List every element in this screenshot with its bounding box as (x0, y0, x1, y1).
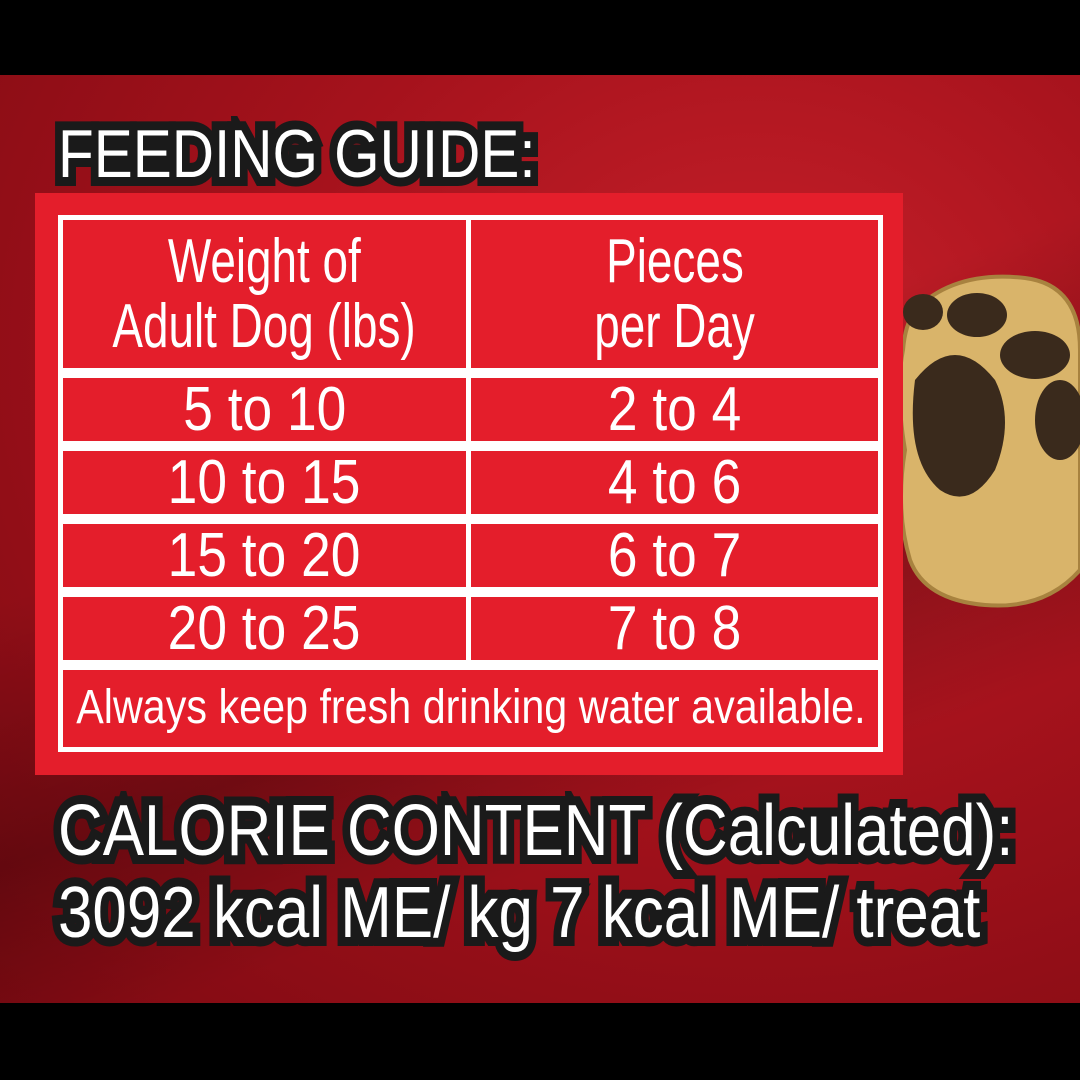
header-weight-line2: Adult Dog (lbs) (112, 292, 417, 361)
cell-text: 15 to 20 (168, 520, 361, 590)
feeding-guide-title: FEEDING GUIDE: (50, 107, 543, 201)
table-row-3-weight: 15 to 20 (58, 519, 471, 592)
cell-text: 4 to 6 (607, 447, 742, 517)
table-row-3-pieces: 6 to 7 (466, 519, 883, 592)
header-pieces-line2: per Day (594, 292, 755, 361)
cell-text: 5 to 10 (182, 374, 347, 444)
table-row-1-weight: 5 to 10 (58, 373, 471, 446)
calorie-content-values: 3092 kcal ME/ kg 7 kcal ME/ treat (50, 864, 988, 962)
header-pieces: Pieces per Day (466, 215, 883, 373)
paw-print-treat-image (897, 274, 1080, 608)
cell-text: 2 to 4 (607, 374, 742, 444)
feeding-table: Weight of Adult Dog (lbs) Pieces per Day 5… (58, 215, 883, 752)
footer-text: Always keep fresh drinking water availab… (75, 681, 866, 735)
table-footer-note: Always keep fresh drinking water availab… (58, 665, 883, 752)
cell-text: 20 to 25 (168, 593, 361, 663)
cell-text: 6 to 7 (607, 520, 742, 590)
table-row-2-pieces: 4 to 6 (466, 446, 883, 519)
header-weight-line1: Weight of (168, 226, 361, 296)
table-row-4-weight: 20 to 25 (58, 592, 471, 665)
table-row-1-pieces: 2 to 4 (466, 373, 883, 446)
cell-text: 7 to 8 (607, 593, 742, 663)
table-row-2-weight: 10 to 15 (58, 446, 471, 519)
table-row-4-pieces: 7 to 8 (466, 592, 883, 665)
header-weight: Weight of Adult Dog (lbs) (58, 215, 471, 373)
calorie-content-heading: CALORIE CONTENT (Calculated): (50, 782, 1021, 880)
header-pieces-line1: Pieces (605, 226, 744, 296)
cell-text: 10 to 15 (168, 447, 361, 517)
